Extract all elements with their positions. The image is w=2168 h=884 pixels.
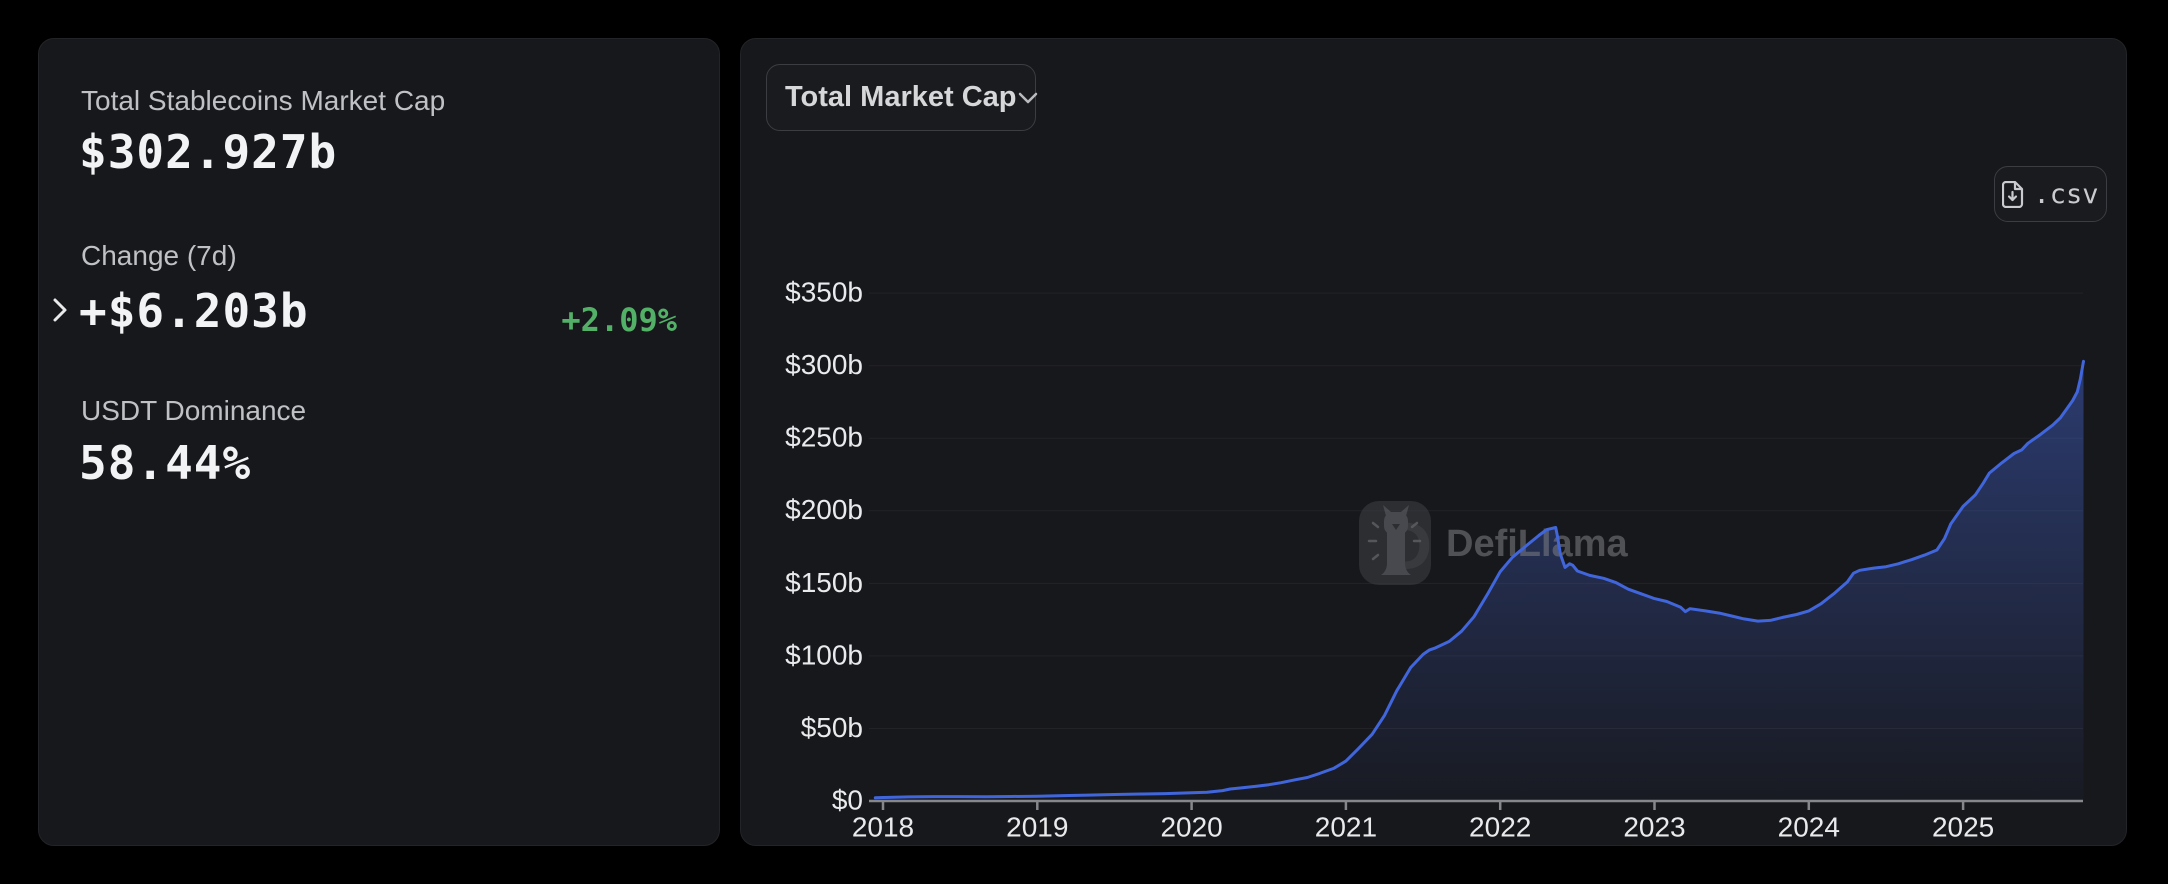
change-7d-value: +$6.203b (79, 284, 309, 338)
chevron-down-icon (1017, 91, 1039, 105)
total-market-cap-label: Total Stablecoins Market Cap (81, 85, 446, 116)
x-axis-tick-label: 2018 (852, 811, 914, 842)
y-axis-tick-label: $350b (785, 276, 863, 307)
file-download-icon (2002, 180, 2024, 208)
y-axis-tick-label: $0 (832, 784, 863, 815)
watermark-text: DefiLlama (1446, 523, 1628, 565)
usdt-dominance-label: USDT Dominance (81, 395, 307, 426)
market-cap-area-fill (875, 361, 2084, 801)
metric-dropdown[interactable]: Total Market Cap (766, 64, 1039, 131)
usdt-dominance-value: 58.44% (79, 436, 252, 490)
total-market-cap-value: $302.927b (79, 125, 338, 179)
chart-panel: $0 $50b $100b $150b $200b $250b $300b $350b D (740, 38, 2127, 846)
y-axis-tick-label: $200b (785, 494, 863, 525)
csv-button-label: .csv (2033, 178, 2099, 210)
y-axis-tick-label: $300b (785, 349, 863, 380)
stats-panel: Total Stablecoins Market Cap $302.927b C… (38, 38, 720, 846)
x-axis-tick-label: 2025 (1932, 811, 1994, 842)
llama-icon (1367, 505, 1422, 575)
y-axis-tick-label: $250b (785, 422, 863, 453)
expand-change-row-button[interactable] (47, 295, 73, 327)
x-axis-tick-label: 2022 (1469, 811, 1531, 842)
x-axis-tick-label: 2020 (1160, 811, 1222, 842)
change-7d-label: Change (7d) (81, 240, 237, 271)
x-axis-tick-label: 2023 (1623, 811, 1685, 842)
x-axis-tick-label: 2019 (1006, 811, 1068, 842)
change-7d-percent: +2.09% (561, 301, 677, 339)
y-axis-tick-label: $100b (785, 639, 863, 670)
defillama-watermark: D DefiLlama (1359, 501, 1628, 585)
y-axis-tick-label: $150b (785, 567, 863, 598)
csv-download-button[interactable]: .csv (1994, 166, 2107, 222)
metric-dropdown-label: Total Market Cap (785, 81, 1017, 113)
market-cap-line (873, 359, 2085, 800)
chevron-right-icon (51, 296, 69, 327)
y-axis-tick-label: $50b (801, 712, 863, 743)
x-axis-tick-label: 2024 (1778, 811, 1840, 842)
x-axis-tick-label: 2021 (1315, 811, 1377, 842)
stablecoins-chart[interactable]: $0$50b$100b$150b$200b$250b$300b$350b D (741, 39, 2128, 847)
